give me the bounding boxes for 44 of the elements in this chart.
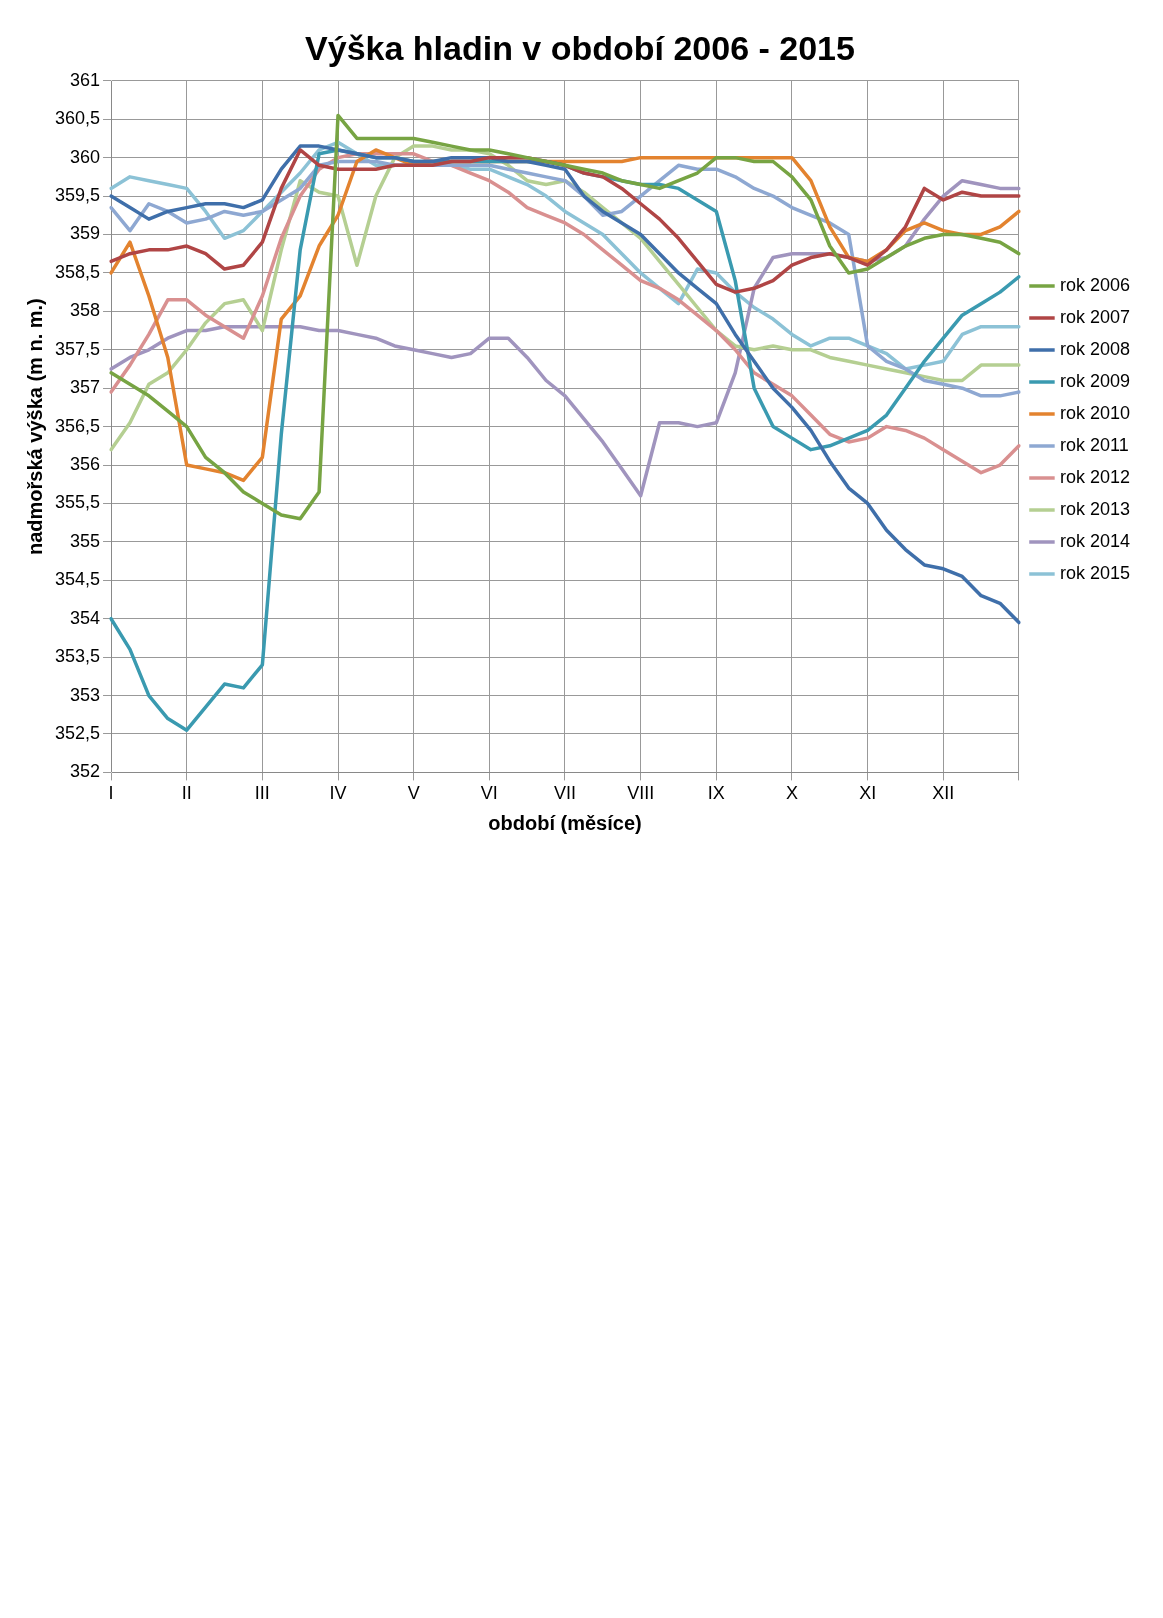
y-tick-label: 358,5 bbox=[55, 261, 101, 282]
legend-label: rok 2013 bbox=[1059, 498, 1131, 519]
y-tick-label: 355 bbox=[70, 530, 101, 551]
legend-label: rok 2012 bbox=[1059, 466, 1131, 487]
y-tick-label: 357 bbox=[70, 377, 101, 398]
y-tick-label: 353,5 bbox=[55, 646, 101, 667]
y-tick-label: 360,5 bbox=[55, 108, 101, 129]
y-tick-label: 357,5 bbox=[55, 338, 101, 359]
x-tick-label: III bbox=[254, 783, 270, 804]
legend-label: rok 2008 bbox=[1059, 338, 1131, 359]
x-tick-label: II bbox=[181, 783, 192, 804]
legend-label: rok 2014 bbox=[1059, 530, 1131, 551]
x-tick-label: XII bbox=[932, 783, 955, 804]
x-tick-label: VIII bbox=[627, 783, 655, 804]
x-tick-label: X bbox=[785, 783, 798, 804]
x-tick-label: IX bbox=[707, 783, 725, 804]
y-tick-label: 359 bbox=[70, 223, 101, 244]
y-tick-label: 355,5 bbox=[55, 492, 101, 513]
x-tick-label: IV bbox=[329, 783, 347, 804]
legend-label: rok 2011 bbox=[1059, 434, 1129, 455]
y-tick-label: 354,5 bbox=[55, 569, 101, 590]
x-tick-label: XI bbox=[859, 783, 877, 804]
y-tick-label: 353 bbox=[70, 684, 101, 705]
y-tick-label: 361 bbox=[70, 69, 101, 90]
x-tick-label: V bbox=[407, 783, 420, 804]
y-tick-label: 360 bbox=[70, 146, 101, 167]
y-tick-label: 359,5 bbox=[55, 185, 101, 206]
y-tick-label: 358 bbox=[70, 300, 101, 321]
legend-label: rok 2010 bbox=[1059, 402, 1131, 423]
x-tick-label: I bbox=[108, 783, 114, 804]
x-tick-label: VII bbox=[553, 783, 577, 804]
y-tick-label: 354 bbox=[70, 607, 101, 628]
y-tick-label: 356 bbox=[70, 453, 101, 474]
legend-label: rok 2007 bbox=[1059, 306, 1131, 327]
y-tick-label: 352 bbox=[70, 761, 101, 782]
legend-label: rok 2015 bbox=[1059, 562, 1131, 583]
chart-title: Výška hladin v období 2006 - 2015 bbox=[305, 28, 855, 67]
x-tick-label: VI bbox=[480, 783, 498, 804]
legend-label: rok 2009 bbox=[1059, 370, 1131, 391]
x-axis-title: období (měsíce) bbox=[488, 811, 642, 834]
y-axis-title: nadmořská výška (m n. m.) bbox=[23, 298, 46, 555]
legend-label: rok 2006 bbox=[1059, 274, 1131, 295]
y-tick-label: 356,5 bbox=[55, 415, 101, 436]
y-tick-label: 352,5 bbox=[55, 722, 101, 743]
